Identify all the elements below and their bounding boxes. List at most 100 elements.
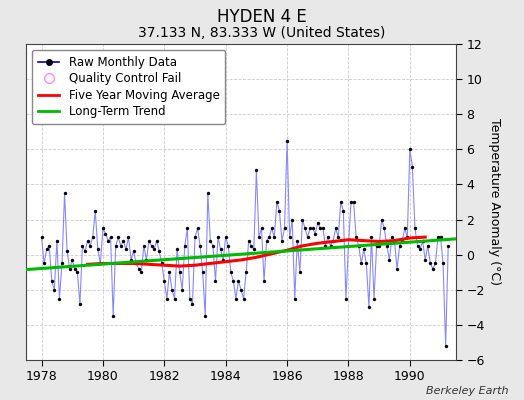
Point: [188, 301, 196, 307]
Point: [326, 243, 335, 249]
Point: [336, 199, 345, 205]
Point: [117, 243, 125, 249]
Point: [60, 190, 69, 196]
Point: [122, 246, 130, 253]
Point: [127, 257, 135, 263]
Point: [393, 266, 401, 272]
Point: [170, 295, 179, 302]
Point: [114, 234, 123, 240]
Point: [283, 137, 291, 144]
Point: [403, 234, 411, 240]
Point: [81, 248, 89, 254]
Point: [373, 243, 381, 249]
Point: [298, 216, 307, 223]
Point: [380, 225, 388, 232]
Point: [423, 243, 432, 249]
Point: [94, 246, 102, 253]
Point: [109, 313, 117, 319]
Point: [132, 260, 140, 267]
Point: [406, 146, 414, 152]
Point: [309, 225, 317, 232]
Point: [181, 243, 189, 249]
Point: [222, 234, 230, 240]
Point: [48, 278, 56, 284]
Point: [237, 286, 245, 293]
Point: [400, 225, 409, 232]
Point: [68, 257, 77, 263]
Point: [152, 238, 161, 244]
Point: [434, 234, 442, 240]
Point: [209, 243, 217, 249]
Point: [286, 234, 294, 240]
Point: [53, 238, 61, 244]
Point: [370, 295, 378, 302]
Point: [91, 208, 100, 214]
Point: [83, 238, 92, 244]
Legend: Raw Monthly Data, Quality Control Fail, Five Year Moving Average, Long-Term Tren: Raw Monthly Data, Quality Control Fail, …: [32, 50, 225, 124]
Point: [137, 269, 146, 276]
Point: [367, 234, 376, 240]
Point: [219, 257, 227, 263]
Point: [206, 238, 214, 244]
Point: [293, 238, 301, 244]
Point: [321, 243, 330, 249]
Point: [58, 260, 66, 267]
Point: [216, 246, 225, 253]
Point: [306, 225, 314, 232]
Point: [173, 246, 181, 253]
Point: [421, 257, 429, 263]
Point: [255, 234, 263, 240]
Point: [242, 269, 250, 276]
Point: [155, 248, 163, 254]
Point: [288, 216, 297, 223]
Point: [444, 243, 452, 249]
Point: [347, 199, 355, 205]
Point: [124, 234, 133, 240]
Point: [204, 190, 212, 196]
Point: [439, 260, 447, 267]
Point: [365, 304, 373, 310]
Point: [176, 269, 184, 276]
Point: [112, 243, 120, 249]
Text: Berkeley Earth: Berkeley Earth: [426, 386, 508, 396]
Point: [71, 266, 79, 272]
Point: [178, 286, 187, 293]
Point: [168, 286, 176, 293]
Point: [158, 260, 166, 267]
Point: [104, 238, 112, 244]
Point: [408, 164, 417, 170]
Point: [357, 260, 365, 267]
Point: [344, 243, 353, 249]
Point: [257, 225, 266, 232]
Point: [275, 208, 283, 214]
Point: [229, 278, 237, 284]
Point: [249, 246, 258, 253]
Point: [211, 278, 220, 284]
Point: [162, 295, 171, 302]
Point: [413, 243, 422, 249]
Point: [165, 269, 173, 276]
Point: [42, 246, 51, 253]
Point: [106, 234, 115, 240]
Point: [66, 266, 74, 272]
Point: [239, 295, 248, 302]
Point: [226, 269, 235, 276]
Point: [352, 234, 361, 240]
Point: [191, 234, 199, 240]
Point: [339, 208, 347, 214]
Point: [196, 243, 204, 249]
Point: [377, 216, 386, 223]
Point: [388, 234, 396, 240]
Point: [436, 234, 445, 240]
Point: [140, 243, 148, 249]
Text: 37.133 N, 83.333 W (United States): 37.133 N, 83.333 W (United States): [138, 26, 386, 40]
Point: [37, 234, 46, 240]
Point: [50, 286, 59, 293]
Point: [78, 243, 86, 249]
Point: [411, 225, 419, 232]
Point: [375, 243, 384, 249]
Point: [362, 260, 370, 267]
Point: [185, 295, 194, 302]
Point: [75, 301, 84, 307]
Point: [201, 313, 210, 319]
